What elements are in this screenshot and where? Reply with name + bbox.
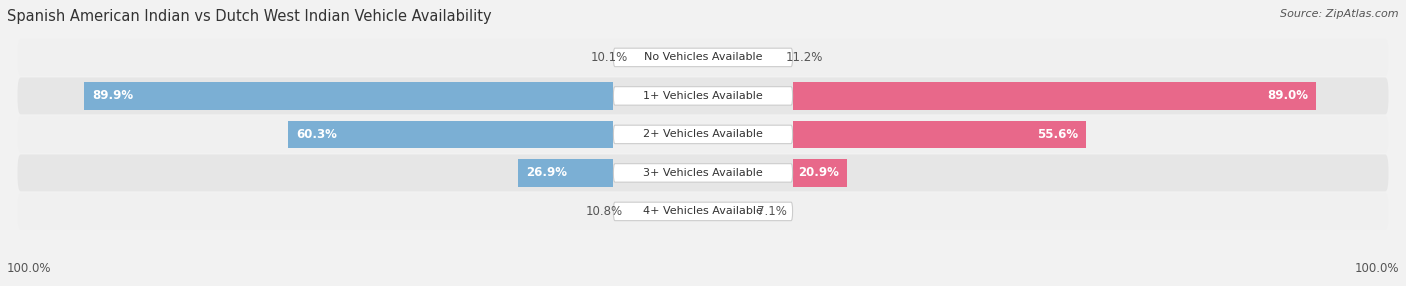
Text: 55.6%: 55.6% bbox=[1036, 128, 1078, 141]
Text: 89.0%: 89.0% bbox=[1267, 90, 1308, 102]
FancyBboxPatch shape bbox=[613, 48, 793, 67]
Bar bbox=[288, 121, 613, 148]
Text: Spanish American Indian vs Dutch West Indian Vehicle Availability: Spanish American Indian vs Dutch West In… bbox=[7, 9, 492, 23]
Bar bbox=[793, 159, 846, 187]
Text: 100.0%: 100.0% bbox=[1354, 262, 1399, 275]
FancyBboxPatch shape bbox=[17, 193, 1389, 230]
Bar bbox=[517, 159, 613, 187]
Text: 1+ Vehicles Available: 1+ Vehicles Available bbox=[643, 91, 763, 101]
FancyBboxPatch shape bbox=[17, 116, 1389, 153]
FancyBboxPatch shape bbox=[613, 164, 793, 182]
Text: 10.1%: 10.1% bbox=[591, 51, 628, 64]
FancyBboxPatch shape bbox=[613, 202, 793, 221]
Text: Source: ZipAtlas.com: Source: ZipAtlas.com bbox=[1281, 9, 1399, 19]
Text: 11.2%: 11.2% bbox=[786, 51, 823, 64]
Bar bbox=[793, 82, 1316, 110]
Text: 26.9%: 26.9% bbox=[526, 166, 567, 179]
FancyBboxPatch shape bbox=[613, 125, 793, 144]
Text: 60.3%: 60.3% bbox=[295, 128, 336, 141]
Text: 20.9%: 20.9% bbox=[797, 166, 839, 179]
FancyBboxPatch shape bbox=[17, 39, 1389, 76]
Bar bbox=[83, 82, 613, 110]
Text: 89.9%: 89.9% bbox=[91, 90, 134, 102]
Text: No Vehicles Available: No Vehicles Available bbox=[644, 52, 762, 62]
FancyBboxPatch shape bbox=[613, 87, 793, 105]
Text: 7.1%: 7.1% bbox=[758, 205, 787, 218]
Bar bbox=[793, 121, 1085, 148]
Text: 10.8%: 10.8% bbox=[586, 205, 623, 218]
Text: 2+ Vehicles Available: 2+ Vehicles Available bbox=[643, 130, 763, 139]
Text: 100.0%: 100.0% bbox=[7, 262, 52, 275]
Text: 3+ Vehicles Available: 3+ Vehicles Available bbox=[643, 168, 763, 178]
FancyBboxPatch shape bbox=[17, 154, 1389, 191]
FancyBboxPatch shape bbox=[17, 78, 1389, 114]
Text: 4+ Vehicles Available: 4+ Vehicles Available bbox=[643, 206, 763, 217]
